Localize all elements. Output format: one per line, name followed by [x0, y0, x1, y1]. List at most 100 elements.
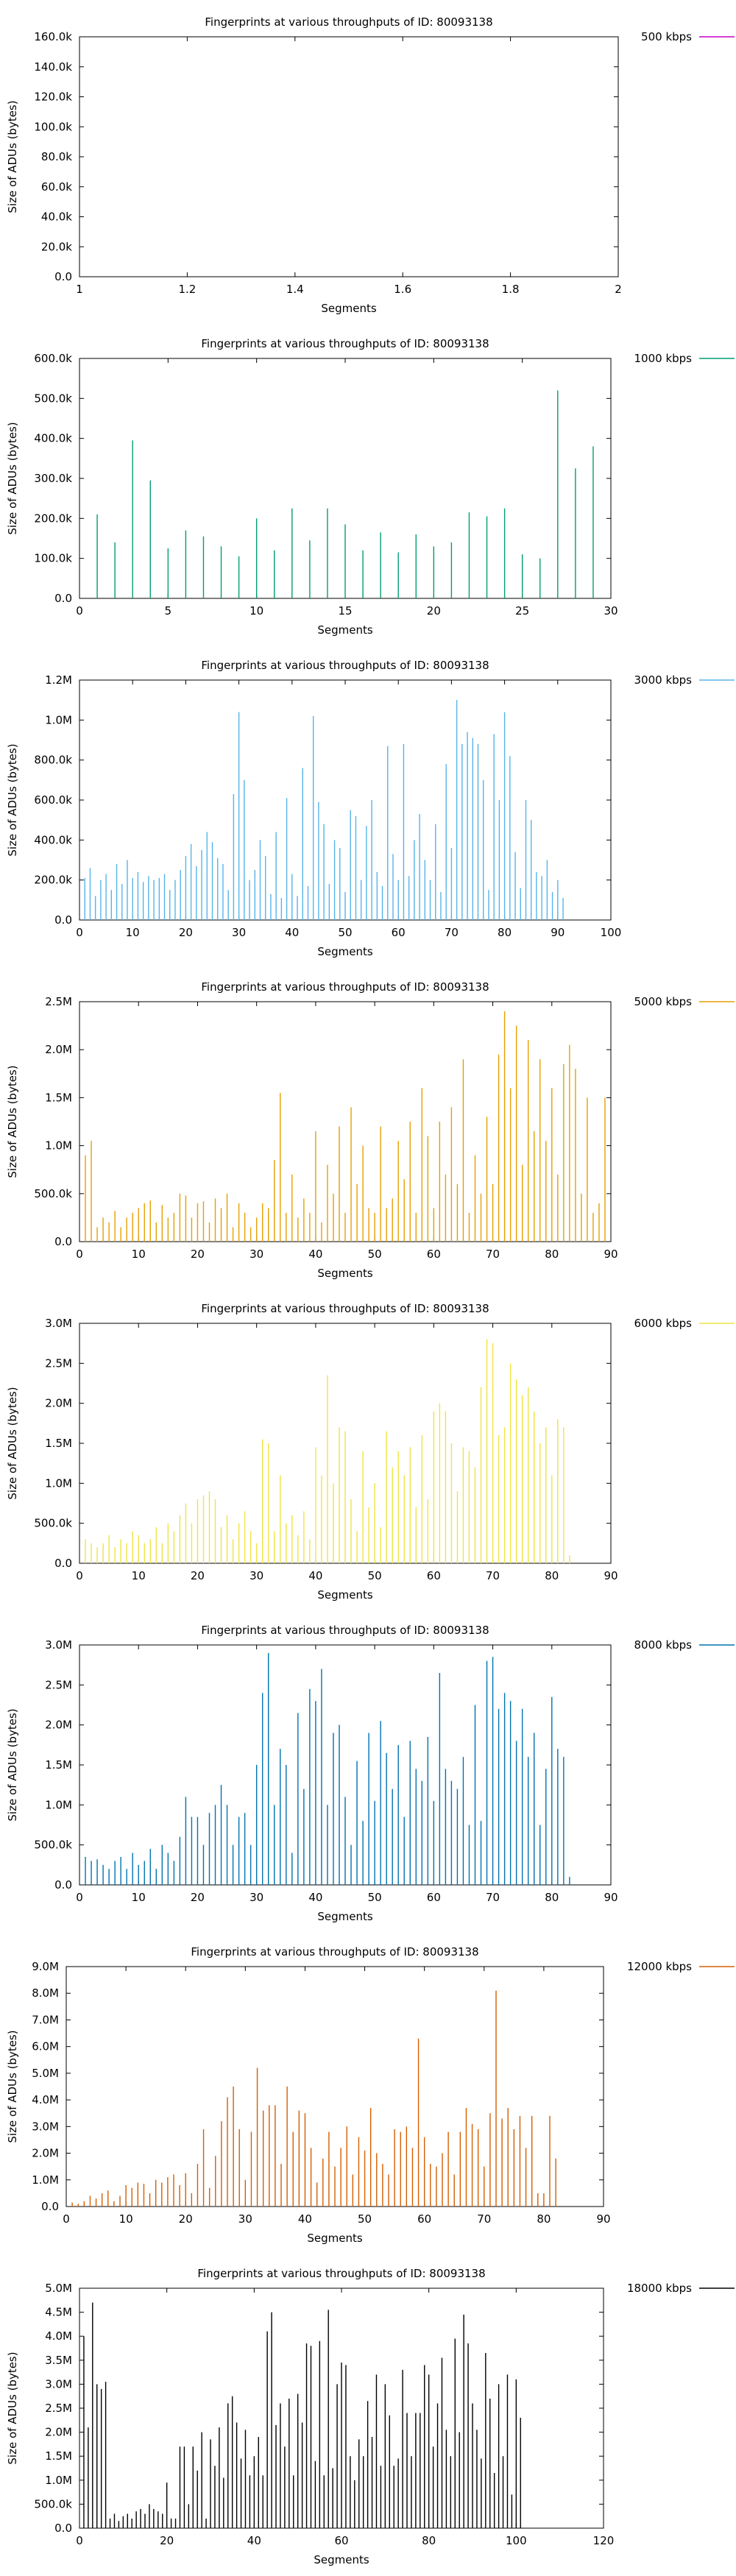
x-tick-label: 90	[604, 1569, 618, 1582]
x-tick-label: 20	[191, 1248, 205, 1261]
plot-frame	[79, 1001, 612, 1242]
y-tick-label: 3.0M	[32, 2120, 59, 2133]
y-tick-label: 1.0M	[32, 2173, 59, 2187]
x-tick-label: 1	[76, 283, 83, 296]
x-tick-label: 10	[132, 1569, 146, 1582]
y-tick-label: 0.0	[54, 2522, 72, 2535]
x-tick-label: 15	[338, 604, 352, 618]
x-tick-label: 0	[76, 2534, 83, 2547]
y-axis-label: Size of ADUs (bytes)	[6, 1708, 19, 1821]
y-tick-label: 500.0k	[34, 1517, 72, 1530]
x-tick-label: 30	[238, 2212, 252, 2226]
x-tick-label: 0	[76, 1248, 83, 1261]
y-axis-label: Size of ADUs (bytes)	[6, 2352, 19, 2464]
x-tick-label: 50	[338, 926, 352, 939]
x-tick-label: 25	[515, 604, 529, 618]
chart-7: Fingerprints at various throughputs of I…	[6, 2267, 735, 2566]
x-tick-label: 60	[427, 1569, 441, 1582]
x-tick-label: 40	[285, 926, 299, 939]
x-tick-label: 10	[132, 1248, 146, 1261]
y-tick-label: 600.0k	[34, 793, 72, 807]
chart-0: Fingerprints at various throughputs of I…	[6, 15, 735, 315]
y-tick-label: 2.5M	[45, 995, 72, 1008]
x-tick-label: 1.8	[502, 283, 520, 296]
chart-title: Fingerprints at various throughputs of I…	[191, 1945, 478, 1958]
chart-title: Fingerprints at various throughputs of I…	[201, 659, 489, 672]
y-tick-label: 0.0	[41, 2200, 59, 2213]
y-tick-label: 0.0	[54, 270, 72, 283]
y-axis-label: Size of ADUs (bytes)	[6, 1387, 19, 1499]
x-tick-label: 20	[191, 1891, 205, 1904]
x-tick-label: 2	[615, 283, 622, 296]
y-tick-label: 2.0M	[45, 2426, 72, 2439]
y-tick-label: 1.0M	[45, 1798, 72, 1811]
x-tick-label: 1.6	[394, 283, 411, 296]
x-tick-label: 40	[308, 1248, 322, 1261]
y-tick-label: 3.0M	[45, 2377, 72, 2391]
x-tick-label: 0	[63, 2212, 70, 2226]
x-axis-label: Segments	[317, 945, 373, 958]
y-tick-label: 7.0M	[32, 2013, 59, 2026]
y-tick-label: 60.0k	[41, 180, 72, 194]
y-tick-label: 1.0M	[45, 2474, 72, 2487]
x-tick-label: 100	[506, 2534, 527, 2547]
y-tick-label: 200.0k	[34, 512, 72, 525]
y-tick-label: 2.5M	[45, 2402, 72, 2415]
x-tick-label: 50	[368, 1891, 382, 1904]
x-axis-label: Segments	[307, 2232, 363, 2245]
x-axis-label: Segments	[317, 1588, 373, 1602]
x-tick-label: 120	[593, 2534, 615, 2547]
x-tick-label: 30	[604, 604, 618, 618]
x-tick-label: 80	[545, 1891, 559, 1904]
x-tick-label: 90	[596, 2212, 610, 2226]
y-tick-label: 500.0k	[34, 1839, 72, 1852]
x-tick-label: 30	[250, 1569, 263, 1582]
y-tick-label: 5.0M	[32, 2067, 59, 2080]
y-tick-label: 600.0k	[34, 352, 72, 365]
x-axis-label: Segments	[317, 1267, 373, 1280]
y-tick-label: 3.0M	[45, 1638, 72, 1652]
x-tick-label: 0	[76, 1891, 83, 1904]
x-tick-label: 90	[551, 926, 565, 939]
x-tick-label: 20	[427, 604, 441, 618]
chart-4: Fingerprints at various throughputs of I…	[6, 1302, 735, 1602]
y-tick-label: 0.0	[54, 592, 72, 605]
x-tick-label: 20	[179, 2212, 193, 2226]
x-tick-label: 40	[308, 1891, 322, 1904]
y-tick-label: 20.0k	[41, 240, 72, 253]
chart-6: Fingerprints at various throughputs of I…	[6, 1945, 735, 2245]
x-tick-label: 70	[486, 1569, 500, 1582]
y-tick-label: 2.0M	[45, 1397, 72, 1410]
x-axis-label: Segments	[321, 302, 377, 315]
y-tick-label: 1.0M	[45, 1139, 72, 1153]
legend-label: 5000 kbps	[634, 995, 693, 1008]
y-tick-label: 4.5M	[45, 2306, 72, 2319]
y-tick-label: 100.0k	[34, 552, 72, 565]
x-tick-label: 50	[358, 2212, 372, 2226]
x-tick-label: 100	[601, 926, 622, 939]
x-tick-label: 0	[76, 604, 83, 618]
y-tick-label: 80.0k	[41, 150, 72, 163]
chart-title: Fingerprints at various throughputs of I…	[201, 1302, 489, 1315]
x-tick-label: 0	[76, 926, 83, 939]
x-tick-label: 40	[308, 1569, 322, 1582]
y-tick-label: 160.0k	[34, 30, 72, 43]
y-tick-label: 4.0M	[32, 2093, 59, 2106]
x-tick-label: 0	[76, 1569, 83, 1582]
x-tick-label: 5	[165, 604, 172, 618]
y-tick-label: 100.0k	[34, 120, 72, 133]
y-tick-label: 140.0k	[34, 60, 72, 74]
y-tick-label: 8.0M	[32, 1986, 59, 2000]
y-tick-label: 400.0k	[34, 833, 72, 846]
x-tick-label: 1.2	[178, 283, 196, 296]
y-axis-label: Size of ADUs (bytes)	[6, 1065, 19, 1178]
x-tick-label: 70	[486, 1248, 500, 1261]
y-axis-label: Size of ADUs (bytes)	[6, 2030, 19, 2142]
y-tick-label: 500.0k	[34, 392, 72, 405]
y-tick-label: 5.0M	[45, 2282, 72, 2295]
chart-2: Fingerprints at various throughputs of I…	[6, 659, 735, 958]
y-tick-label: 120.0k	[34, 91, 72, 104]
chart-title: Fingerprints at various throughputs of I…	[201, 337, 489, 350]
y-tick-label: 800.0k	[34, 754, 72, 767]
